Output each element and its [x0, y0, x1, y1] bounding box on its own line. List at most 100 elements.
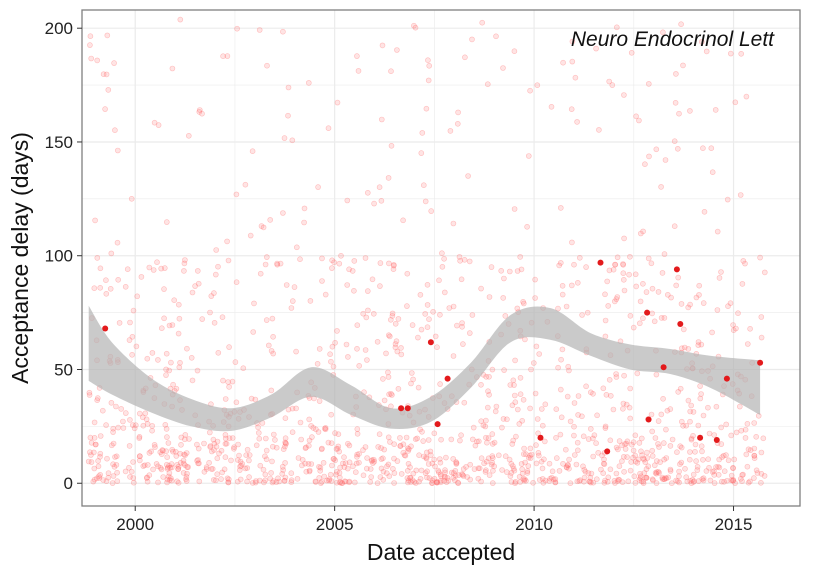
scatter-point-background	[434, 344, 440, 351]
scatter-point-background	[334, 99, 341, 106]
scatter-point-background	[407, 474, 414, 481]
scatter-point-background	[416, 452, 422, 459]
scatter-point-background	[500, 295, 507, 301]
scatter-point-background	[312, 478, 319, 485]
scatter-point-background	[232, 359, 239, 365]
scatter-point-background	[587, 389, 594, 396]
scatter-point-background	[523, 451, 529, 457]
scatter-point-background	[326, 476, 333, 483]
scatter-point-background	[467, 476, 474, 483]
scatter-point-background	[718, 269, 724, 275]
scatter-point-background	[509, 402, 516, 409]
scatter-point-background	[253, 478, 259, 484]
scatter-point-background	[450, 353, 457, 359]
scatter-point-background	[754, 470, 761, 476]
scatter-point-background	[322, 291, 329, 298]
scatter-point-background	[215, 263, 221, 270]
scatter-point-background	[114, 478, 121, 485]
scatter-point-background	[166, 322, 173, 329]
scatter-point-background	[160, 447, 166, 454]
scatter-point-background	[378, 116, 385, 123]
scatter-point-background	[173, 453, 180, 459]
scatter-point-background	[611, 477, 618, 484]
scatter-point-background	[182, 462, 188, 469]
scatter-point-background	[635, 456, 642, 463]
scatter-point-background	[318, 480, 324, 486]
scatter-point-background	[559, 282, 566, 289]
scatter-point-background	[636, 477, 643, 483]
scatter-point-background	[590, 453, 597, 460]
scatter-point-background	[423, 454, 429, 461]
scatter-point-background	[533, 442, 539, 448]
scatter-point-background	[88, 459, 95, 465]
scatter-point-background	[643, 289, 650, 295]
scatter-point-background	[425, 57, 431, 64]
scatter-point-background	[246, 474, 252, 480]
scatter-point-background	[731, 456, 738, 463]
scatter-point-background	[242, 181, 249, 188]
scatter-point-background	[737, 475, 744, 482]
scatter-point-background	[420, 453, 427, 460]
scatter-point-background	[690, 471, 697, 478]
scatter-point-background	[620, 261, 626, 267]
scatter-point-background	[257, 462, 264, 469]
scatter-point-background	[100, 71, 107, 77]
scatter-point-background	[610, 406, 617, 413]
scatter-point-background	[422, 198, 429, 205]
scatter-point-background	[411, 479, 418, 485]
scatter-point-highlighted	[644, 309, 651, 316]
scatter-point-background	[395, 385, 402, 392]
scatter-point-background	[141, 462, 148, 469]
scatter-point-background	[621, 92, 627, 98]
scatter-point-background	[532, 276, 538, 283]
scatter-point-background	[360, 310, 367, 317]
scatter-point-background	[564, 393, 571, 400]
scatter-point-background	[491, 463, 498, 470]
scatter-point-background	[163, 426, 170, 432]
scatter-point-background	[111, 463, 118, 470]
scatter-point-background	[673, 71, 679, 77]
scatter-point-background	[429, 480, 436, 486]
scatter-point-background	[715, 463, 721, 470]
scatter-point-background	[302, 445, 309, 452]
scatter-point-background	[674, 449, 680, 456]
scatter-point-background	[700, 475, 707, 482]
scatter-point-background	[364, 357, 370, 363]
scatter-point-background	[91, 449, 97, 456]
scatter-point-background	[571, 423, 577, 430]
scatter-point-background	[115, 147, 121, 154]
scatter-point-background	[636, 117, 642, 124]
scatter-point-background	[737, 192, 744, 198]
scatter-point-background	[269, 315, 276, 322]
scatter-point-background	[649, 453, 656, 459]
scatter-point-background	[523, 477, 529, 484]
scatter-point-background	[164, 479, 170, 486]
scatter-point-background	[404, 467, 411, 474]
scatter-point-background	[534, 82, 541, 88]
scatter-point-background	[88, 452, 94, 458]
scatter-point-background	[614, 478, 621, 484]
scatter-point-background	[637, 230, 644, 237]
scatter-point-background	[567, 418, 574, 425]
scatter-point-background	[303, 468, 310, 475]
scatter-point-background	[546, 460, 553, 467]
scatter-point-background	[162, 265, 168, 271]
scatter-point-background	[146, 450, 153, 456]
scatter-point-background	[687, 477, 694, 484]
scatter-point-background	[501, 367, 507, 373]
scatter-point-background	[645, 463, 652, 470]
x-tick-label: 2005	[316, 515, 354, 534]
scatter-point-background	[693, 294, 700, 301]
scatter-point-background	[637, 298, 644, 305]
scatter-point-background	[181, 268, 187, 274]
scatter-point-background	[385, 175, 392, 181]
scatter-point-background	[595, 449, 602, 456]
scatter-point-background	[711, 480, 718, 486]
scatter-point-background	[390, 465, 396, 472]
scatter-point-background	[506, 268, 513, 275]
scatter-point-background	[226, 435, 233, 442]
scatter-point-background	[642, 474, 649, 481]
scatter-point-background	[392, 344, 399, 351]
scatter-point-background	[285, 406, 292, 413]
scatter-point-background	[435, 467, 442, 474]
